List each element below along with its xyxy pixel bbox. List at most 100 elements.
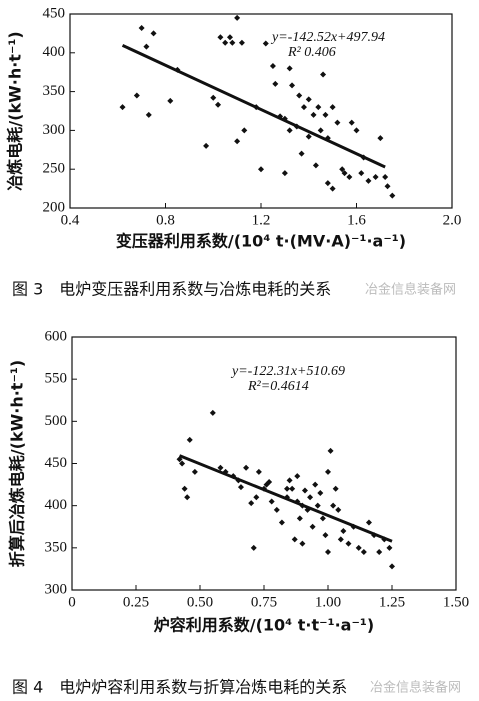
y-tick-label: 500 xyxy=(45,413,68,429)
point xyxy=(138,24,145,31)
point xyxy=(312,162,319,169)
y-tick-label: 250 xyxy=(43,161,66,177)
point xyxy=(324,180,331,187)
point xyxy=(222,39,229,46)
point xyxy=(186,436,193,443)
point xyxy=(191,468,198,475)
point xyxy=(329,104,336,111)
x-tick-label: 0 xyxy=(68,594,76,610)
y-axis-label: 折算后冶炼电耗/(kW·h·t⁻¹) xyxy=(8,360,27,567)
x-axis-label: 变压器利用系数/(10⁴ t·(MV·A)⁻¹·a⁻¹) xyxy=(116,232,406,251)
point xyxy=(319,515,326,522)
point xyxy=(203,142,210,149)
point xyxy=(181,485,188,492)
point xyxy=(360,549,367,556)
point xyxy=(337,536,344,543)
point xyxy=(291,536,298,543)
y-tick-label: 600 xyxy=(45,328,68,344)
point xyxy=(284,485,291,492)
point xyxy=(299,540,306,547)
equation: y=-122.31x+510.69 xyxy=(230,364,345,379)
point xyxy=(372,173,379,180)
point xyxy=(315,104,322,111)
y-tick-label: 450 xyxy=(45,455,68,471)
y-tick-label: 450 xyxy=(43,5,66,21)
point xyxy=(329,185,336,192)
point xyxy=(296,515,303,522)
point xyxy=(289,485,296,492)
point xyxy=(301,487,308,494)
point xyxy=(335,506,342,513)
point xyxy=(310,111,317,118)
point xyxy=(243,464,250,471)
point xyxy=(226,34,233,41)
point xyxy=(320,71,327,78)
point xyxy=(389,192,396,199)
point xyxy=(345,540,352,547)
point xyxy=(289,82,296,89)
point xyxy=(234,138,241,145)
x-axis-label: 炉容利用系数/(10⁴ t·t⁻¹·a⁻¹) xyxy=(154,616,374,635)
trend-line xyxy=(121,43,386,169)
point xyxy=(237,484,244,491)
x-tick-label: 0.75 xyxy=(251,594,277,610)
point xyxy=(272,80,279,87)
point xyxy=(286,477,293,484)
caption: 图 4 电炉炉容利用系数与折算冶炼电耗的关系 xyxy=(12,678,347,697)
point xyxy=(150,30,157,37)
caption: 图 3 电炉变压器利用系数与冶炼电耗的关系 xyxy=(12,280,331,299)
point xyxy=(322,532,329,539)
point xyxy=(384,183,391,190)
point xyxy=(317,127,324,134)
y-tick-label: 350 xyxy=(43,83,66,99)
point xyxy=(119,104,126,111)
point xyxy=(314,502,321,509)
point xyxy=(340,527,347,534)
watermark: 冶金信息装备网 xyxy=(365,282,456,298)
point xyxy=(184,494,191,501)
watermark: 冶金信息装备网 xyxy=(370,680,461,696)
x-tick-label: 1.2 xyxy=(252,212,271,228)
x-tick-label: 1.00 xyxy=(315,594,341,610)
point xyxy=(332,485,339,492)
point xyxy=(353,127,360,134)
point xyxy=(317,490,324,497)
point xyxy=(215,101,222,108)
point xyxy=(355,544,362,551)
point xyxy=(298,150,305,157)
point xyxy=(262,40,269,47)
point xyxy=(322,111,329,118)
y-tick-label: 200 xyxy=(43,199,66,215)
point xyxy=(255,468,262,475)
point xyxy=(210,94,217,101)
x-tick-label: 1.50 xyxy=(443,594,469,610)
point xyxy=(234,14,241,21)
point xyxy=(229,39,236,46)
point xyxy=(382,173,389,180)
point xyxy=(305,96,312,103)
point xyxy=(389,563,395,570)
point xyxy=(209,409,216,416)
x-tick-label: 1.6 xyxy=(347,212,366,228)
point xyxy=(269,62,276,69)
point xyxy=(179,460,186,467)
point xyxy=(346,173,353,180)
point xyxy=(377,135,384,142)
point xyxy=(327,447,334,454)
x-tick-label: 2.0 xyxy=(443,212,462,228)
y-tick-label: 300 xyxy=(43,122,66,138)
point xyxy=(241,127,248,134)
point xyxy=(358,170,365,177)
x-tick-label: 0.4 xyxy=(61,212,80,228)
x-tick-label: 1.25 xyxy=(379,594,405,610)
x-tick-label: 0.25 xyxy=(123,594,149,610)
point xyxy=(217,464,224,471)
point xyxy=(253,494,260,501)
point xyxy=(286,127,293,134)
point xyxy=(325,468,331,475)
r-squared: R²=0.4614 xyxy=(247,379,309,394)
point xyxy=(238,39,245,46)
point xyxy=(281,170,288,177)
equation: y=-142.52x+497.94 xyxy=(270,30,385,45)
y-tick-label: 350 xyxy=(45,539,68,555)
